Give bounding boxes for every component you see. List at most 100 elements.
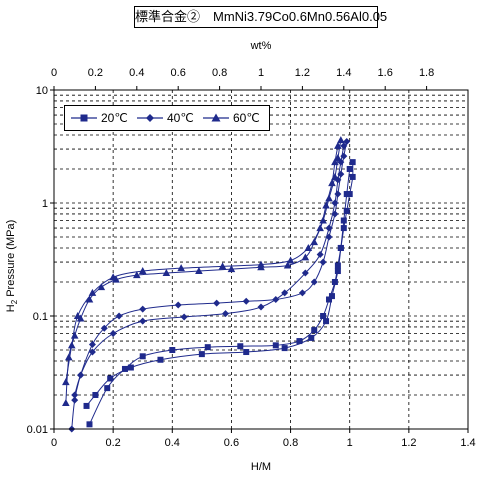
data-point-diamond bbox=[71, 391, 79, 399]
data-point-diamond bbox=[242, 297, 250, 305]
x-tick-label: 1 bbox=[347, 437, 353, 449]
data-point-square bbox=[337, 244, 344, 251]
data-point-square bbox=[237, 343, 244, 350]
x2-axis-title: wt% bbox=[250, 40, 272, 52]
data-point-square bbox=[326, 296, 333, 303]
y-tick-label: 10 bbox=[36, 85, 48, 97]
data-point-square bbox=[83, 402, 90, 409]
data-point-square bbox=[331, 278, 338, 285]
data-point-triangle bbox=[73, 312, 82, 319]
data-point-triangle bbox=[304, 243, 313, 251]
data-point-diamond bbox=[180, 313, 188, 321]
legend-square-marker-icon bbox=[71, 114, 97, 122]
data-point-triangle bbox=[325, 194, 333, 202]
data-point-diamond bbox=[337, 170, 345, 178]
data-point-diamond bbox=[281, 289, 289, 297]
x-tick-label: 0.8 bbox=[283, 437, 298, 449]
data-point-square bbox=[204, 344, 211, 351]
x-axis-title: H/M bbox=[251, 461, 271, 473]
x-tick-label: 0.6 bbox=[224, 437, 239, 449]
data-point-diamond bbox=[139, 317, 147, 325]
tick-labels: 0 0.2 0.4 0.6 0.8 1 1.2 1.4 0 0.2 0.4 0.6 0.8 1 1.2 1.4… bbox=[27, 67, 476, 449]
data-point-square bbox=[243, 349, 250, 356]
x2-tick-label: 0.8 bbox=[212, 67, 227, 79]
data-point-diamond bbox=[71, 396, 79, 404]
data-point-square bbox=[349, 159, 356, 166]
x-tick-label: 0.2 bbox=[105, 437, 120, 449]
data-point-triangle bbox=[62, 378, 70, 386]
data-point-triangle bbox=[85, 295, 94, 303]
x2-tick-label: 1.2 bbox=[295, 67, 310, 79]
data-point-square bbox=[86, 421, 93, 428]
data-point-square bbox=[272, 342, 279, 349]
data-point-square bbox=[281, 345, 288, 352]
data-point-triangle bbox=[310, 238, 319, 246]
data-point-triangle bbox=[227, 265, 236, 273]
x2-tick-label: 0.2 bbox=[88, 67, 103, 79]
data-point-square bbox=[308, 334, 315, 341]
data-point-diamond bbox=[325, 224, 333, 232]
data-point-diamond bbox=[77, 371, 85, 379]
data-point-diamond bbox=[88, 348, 96, 356]
legend-label-60c: 60℃ bbox=[233, 111, 260, 125]
x2-tick-label: 0.4 bbox=[129, 67, 144, 79]
data-point-square bbox=[320, 313, 327, 319]
data-point-triangle bbox=[97, 283, 106, 291]
data-point-triangle bbox=[67, 341, 76, 349]
x2-tick-label: 1.4 bbox=[336, 67, 351, 79]
data-point-square bbox=[121, 365, 128, 372]
x2-tick-label: 0 bbox=[51, 67, 57, 79]
data-point-diamond bbox=[213, 299, 221, 307]
y-axis-title-sub: 2 bbox=[10, 299, 20, 305]
x2-tick-label: 0.6 bbox=[171, 67, 186, 79]
data-point-triangle bbox=[195, 267, 203, 275]
data-point-diamond bbox=[310, 278, 318, 286]
y-axis-title-pre: H bbox=[5, 304, 17, 313]
data-point-square bbox=[198, 351, 205, 358]
data-point-square bbox=[323, 318, 330, 325]
data-point-square bbox=[157, 356, 164, 363]
data-point-square bbox=[343, 207, 350, 214]
data-point-diamond bbox=[340, 142, 348, 150]
plot-area-border bbox=[53, 89, 469, 430]
data-point-square bbox=[311, 327, 318, 334]
data-point-triangle bbox=[337, 136, 345, 144]
data-point-triangle bbox=[162, 269, 171, 277]
y-axis-title: H2 Pressure (MPa) bbox=[5, 201, 21, 331]
data-point-square bbox=[328, 293, 335, 300]
data-point-triangle bbox=[331, 172, 339, 180]
data-point-diamond bbox=[340, 152, 348, 160]
data-point-square bbox=[346, 165, 353, 172]
data-point-triangle bbox=[133, 271, 141, 279]
data-point-square bbox=[92, 391, 99, 398]
data-point-triangle bbox=[331, 158, 339, 166]
data-point-triangle bbox=[334, 141, 342, 149]
y-tick-label: 1 bbox=[42, 198, 48, 210]
series-markers bbox=[62, 136, 356, 433]
data-point-square bbox=[169, 347, 176, 354]
series-2-desorption-line bbox=[65, 145, 339, 383]
data-point-square bbox=[340, 217, 347, 224]
chart-title-text: 標準合金② MmNi3.79Co0.6Mn0.56Al0.05 bbox=[135, 9, 388, 24]
data-point-diamond bbox=[139, 305, 147, 313]
series-0-absorption-line bbox=[89, 162, 354, 425]
legend: 20℃ 40℃ 60℃ bbox=[64, 105, 270, 131]
data-point-diamond bbox=[316, 251, 324, 259]
data-point-diamond bbox=[343, 138, 351, 146]
data-point-triangle bbox=[62, 398, 70, 406]
data-point-square bbox=[340, 225, 347, 232]
data-point-triangle bbox=[286, 256, 295, 264]
data-point-diamond bbox=[325, 233, 333, 241]
y-axis-title-post: Pressure (MPa) bbox=[5, 219, 17, 300]
data-point-square bbox=[127, 364, 134, 371]
series-2-absorption-line bbox=[65, 140, 342, 403]
data-point-triangle bbox=[109, 273, 117, 281]
data-point-diamond bbox=[331, 210, 339, 218]
x-tick-label: 1.2 bbox=[401, 437, 416, 449]
data-point-square bbox=[343, 191, 350, 198]
x2-tick-label: 1.8 bbox=[419, 67, 434, 79]
data-point-triangle bbox=[70, 331, 79, 339]
data-point-diamond bbox=[334, 190, 342, 198]
data-point-triangle bbox=[218, 262, 227, 270]
data-point-diamond bbox=[100, 324, 108, 332]
